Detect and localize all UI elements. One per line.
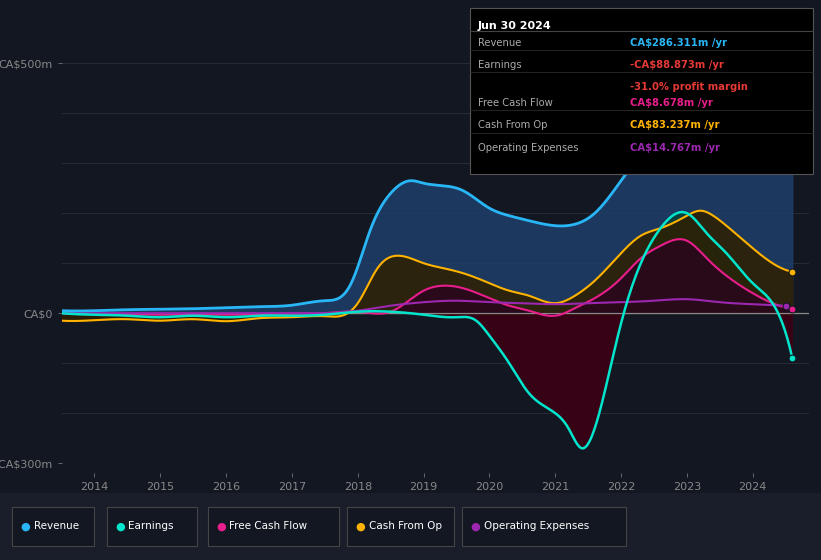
- Text: Revenue: Revenue: [478, 38, 521, 48]
- Text: Jun 30 2024: Jun 30 2024: [478, 21, 552, 31]
- Text: ●: ●: [216, 521, 226, 531]
- Text: -31.0% profit margin: -31.0% profit margin: [630, 82, 748, 92]
- Text: CA$83.237m /yr: CA$83.237m /yr: [630, 120, 719, 130]
- Text: ●: ●: [21, 521, 30, 531]
- Text: ●: ●: [115, 521, 125, 531]
- Text: Revenue: Revenue: [34, 521, 79, 531]
- Text: ●: ●: [470, 521, 480, 531]
- Text: Free Cash Flow: Free Cash Flow: [229, 521, 307, 531]
- Text: Operating Expenses: Operating Expenses: [478, 143, 578, 153]
- Text: Operating Expenses: Operating Expenses: [484, 521, 589, 531]
- Text: Cash From Op: Cash From Op: [369, 521, 442, 531]
- Text: CA$14.767m /yr: CA$14.767m /yr: [630, 143, 720, 153]
- Text: -CA$88.873m /yr: -CA$88.873m /yr: [630, 60, 723, 70]
- Text: Free Cash Flow: Free Cash Flow: [478, 98, 553, 108]
- Text: ●: ●: [355, 521, 365, 531]
- Text: CA$8.678m /yr: CA$8.678m /yr: [630, 98, 713, 108]
- Text: CA$286.311m /yr: CA$286.311m /yr: [630, 38, 727, 48]
- Text: Cash From Op: Cash From Op: [478, 120, 548, 130]
- Text: Earnings: Earnings: [128, 521, 173, 531]
- Text: Earnings: Earnings: [478, 60, 521, 70]
